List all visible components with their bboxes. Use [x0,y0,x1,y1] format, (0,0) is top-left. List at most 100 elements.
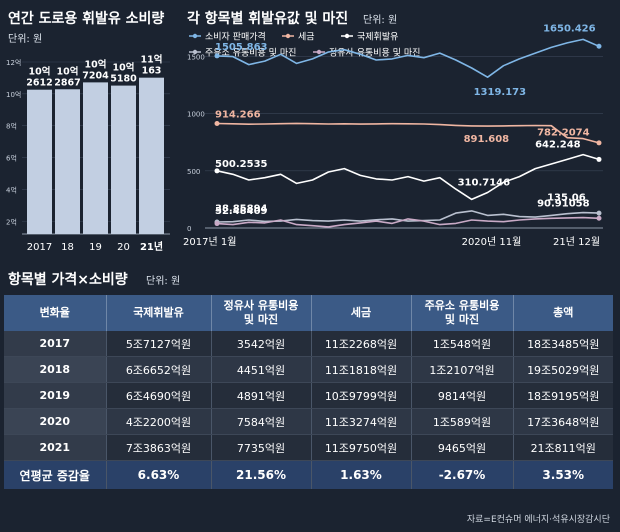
legend-label: 소비자 판매가격 [205,31,266,43]
table-cell: 5조7127억원 [105,331,211,357]
table-cell: 7조3863억원 [105,434,211,461]
legend-marker [344,33,350,39]
table-header-row: 변화율 국제휘발유 정유사 유통비용 및 마진 세금 주유소 유통비용 및 마진… [4,295,613,331]
series-line [216,210,600,223]
table-cell: 6조6652억원 [105,356,211,383]
summary-cell: -2.67% [410,460,513,489]
bar-label-bottom: 2612 [26,78,52,89]
y-tick-label: 500 [187,168,200,176]
series-end-point [596,156,602,162]
data-label: 782.2074 [537,128,590,139]
bar [83,82,108,234]
summary-cell: 21.56% [210,460,311,489]
bar [55,89,80,234]
table-cell: 4891억원 [210,382,311,409]
series-start-point [214,121,220,127]
table-cell: 11조2268억원 [310,331,411,357]
x-tick-label: 21년 12월 [553,236,600,248]
summary-cell: 3.53% [512,460,613,489]
header-cell: 총액 [512,295,613,331]
bar-label-bottom: 2867 [54,77,80,88]
data-label: 914.266 [215,110,261,121]
x-tick-label: 21년 [140,240,163,253]
series-start-point [214,168,220,174]
table-cell: 1조589억원 [410,408,513,435]
y-tick-label: 10억 [6,91,21,99]
series-end-point [596,140,602,146]
x-tick-label: 18 [61,242,74,253]
data-label: 90.91058 [537,199,590,210]
bar [27,89,52,234]
chart-panel: 연간 도로용 휘발유 소비량 단위: 원 2억 4억 6억 8억 10억 12억 10억 26… [0,0,620,262]
x-tick-label: 20 [117,242,130,253]
table-cell: 4451억원 [210,356,311,383]
data-label: 52.48409 [215,206,268,217]
table-row: 2019 6조4690억원 4891억원 10조9799억원 9814억원 18조9195… [4,382,613,409]
right-chart-title: 각 항목별 휘발유값 및 마진 [187,11,349,27]
table-cell: 1조2107억원 [410,356,513,383]
table-cell: 9814억원 [410,382,513,409]
data-label: 1319.173 [474,87,527,98]
data-label: 1505.863 [215,42,268,53]
table-cell: 11조1818억원 [310,356,411,383]
table-cell: 18조9195억원 [512,382,613,409]
table-cell: 6조4690억원 [105,382,211,409]
table-cell: 7584억원 [210,408,311,435]
data-label: 1650.426 [543,23,596,34]
header-cell: 세금 [310,295,411,331]
table-row: 2020 4조2200억원 7584억원 11조3274억원 1조589억원 17조364… [4,408,613,435]
y-tick-label: 8억 [6,123,17,131]
data-label: 135.06 [547,193,586,204]
bar [139,77,164,234]
y-tick-label: 2억 [6,218,17,226]
legend-marker [192,33,198,39]
legend-marker [192,49,198,55]
series-line [216,216,600,228]
left-chart-unit: 단위: 원 [8,34,43,45]
y-tick-label: 0 [187,225,191,233]
table-row: 2017 5조7127억원 3542억원 11조2268억원 1조548억원 18조348… [4,331,613,357]
table-cell: 11조9750억원 [310,434,411,461]
bar-label-bottom: 7204 [82,70,109,81]
table-cell: 19조5029억원 [512,356,613,383]
y-tick-label: 1500 [187,54,205,62]
summary-row: 연평균 증감율 6.63% 21.56% 1.63% -2.67% 3.53% [4,460,613,489]
source-note: 자료=E컨슈머 에너지·석유시장감시단 [466,515,610,525]
row-year-cell: 2018 [4,356,106,383]
bar-label-top: 10억 [29,66,51,78]
table-unit: 단위: 원 [146,276,181,287]
summary-label: 연평균 증감율 [4,460,106,489]
bar [111,85,136,234]
row-year-cell: 2019 [4,382,106,409]
table-cell: 21조811억원 [512,434,613,461]
table-panel: 항목별 가격×소비량 단위: 원 변화율 국제휘발유 정유사 유통비용 및 마진… [0,262,620,532]
y-tick-label: 6억 [6,155,17,163]
right-chart-unit: 단위: 원 [363,15,398,26]
y-tick-label: 1000 [187,111,205,119]
header-cell: 주유소 유통비용 및 마진 [410,295,513,331]
y-tick-label: 12억 [6,59,21,67]
table-row: 2018 6조6652억원 4451억원 11조1818억원 1조2107억원 19조50… [4,356,613,383]
row-year-cell: 2020 [4,408,106,435]
data-label: 310.7146 [458,177,511,188]
header-cell: 국제휘발유 [105,295,211,331]
left-bar-chart: 2억4억6억8억10억12억10억2612201710억28671810억720… [6,54,170,253]
legend-label: 주유소 유통비용 및 마진 [205,47,296,59]
table-cell: 7735억원 [210,434,311,461]
table-cell: 18조3485억원 [512,331,613,357]
summary-cell: 6.63% [105,460,211,489]
x-tick-label: 2020년 11월 [462,236,522,248]
legend-label: 세금 [298,32,315,43]
y-tick-label: 4억 [6,186,17,194]
bar-label-top: 10억 [57,65,79,77]
data-label: 642.248 [535,140,581,151]
bar-label-top: 10억 [113,62,135,74]
data-label: 891.608 [464,134,510,145]
row-year-cell: 2017 [4,331,106,357]
series-end-point [596,43,602,49]
table-cell: 3542억원 [210,331,311,357]
series-end-point [596,210,602,216]
series-end-point [596,215,602,221]
table-cell: 4조2200억원 [105,408,211,435]
series-line [216,38,600,78]
